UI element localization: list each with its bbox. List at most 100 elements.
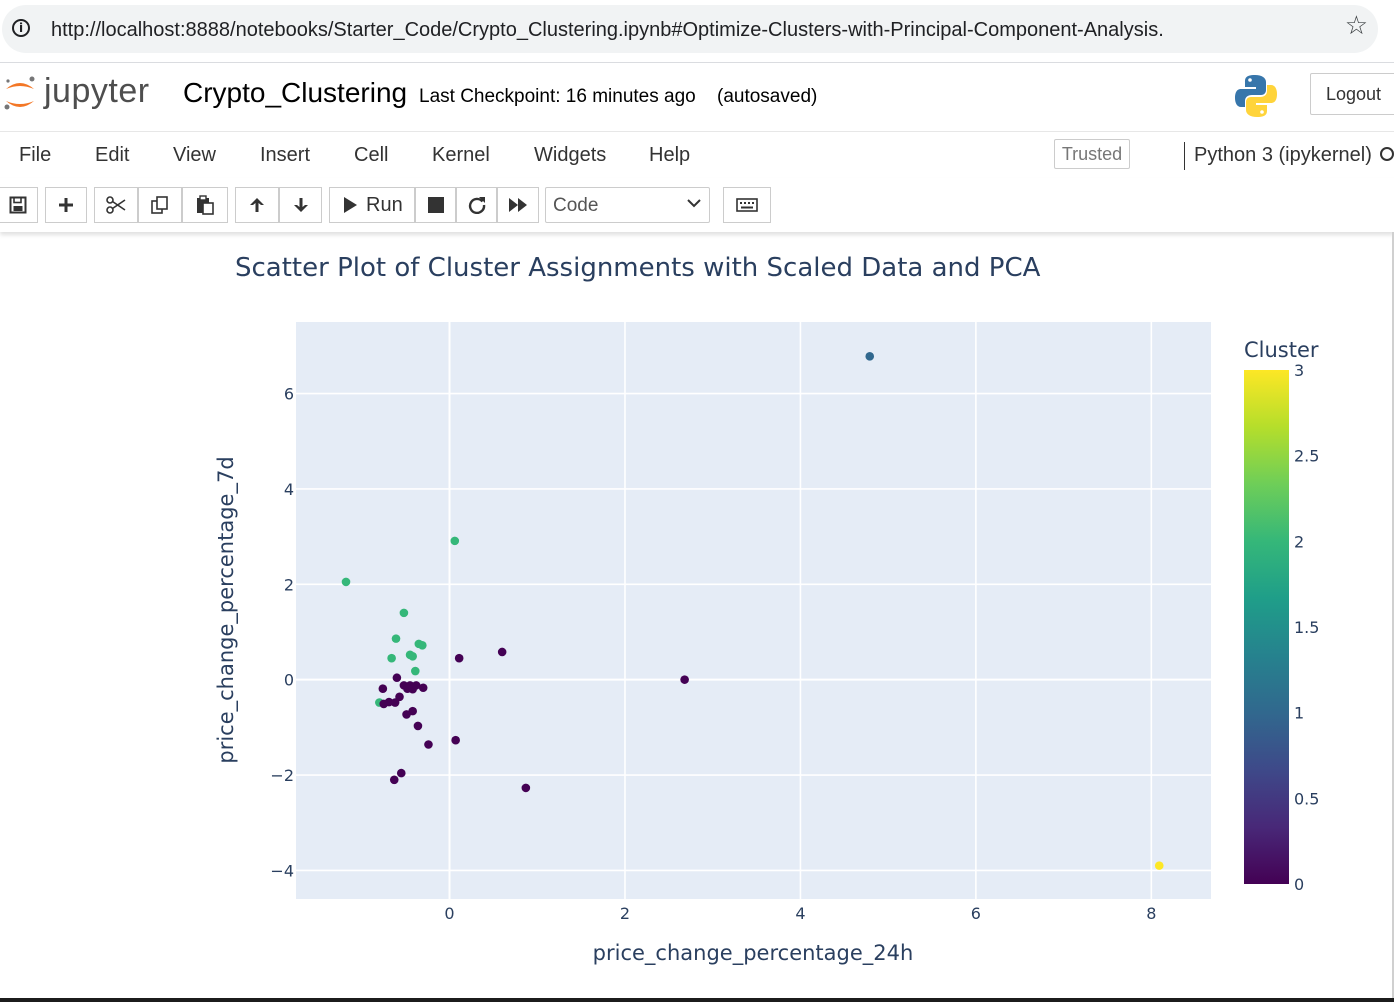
trusted-indicator[interactable]: Trusted: [1054, 139, 1130, 169]
x-tick-label: 4: [795, 904, 805, 923]
data-point[interactable]: [387, 653, 396, 663]
data-point[interactable]: [399, 608, 409, 618]
run-label: Run: [366, 193, 403, 216]
bookmark-star-icon[interactable]: ☆: [1344, 10, 1368, 40]
colorbar-tick-label: 1.5: [1294, 618, 1319, 637]
colorbar-title: Cluster: [1244, 338, 1319, 362]
paste-button[interactable]: [182, 187, 228, 223]
kernel-status-icon: [1380, 147, 1394, 161]
window-bottom-edge: [0, 998, 1394, 1002]
menu-widgets[interactable]: Widgets: [534, 144, 607, 166]
paste-icon: [197, 195, 214, 215]
fast-forward-icon: [509, 198, 527, 212]
copy-icon: [151, 196, 168, 214]
data-point[interactable]: [408, 684, 417, 694]
kernel-name[interactable]: Python 3 (ipykernel): [1194, 144, 1372, 166]
restart-icon: [468, 197, 485, 214]
restart-run-all-button[interactable]: [497, 187, 539, 223]
chevron-down-icon: [687, 199, 701, 208]
kernel-separator: [1184, 142, 1185, 170]
colorbar-tick-label: 0.5: [1294, 789, 1319, 808]
data-point[interactable]: [424, 740, 433, 749]
data-point[interactable]: [391, 634, 401, 643]
data-point[interactable]: [418, 683, 428, 693]
move-up-button[interactable]: [235, 187, 279, 223]
jupyter-logo-icon[interactable]: [2, 73, 38, 115]
data-point[interactable]: [378, 684, 388, 694]
menu-kernel[interactable]: Kernel: [432, 144, 490, 166]
logout-button[interactable]: Logout: [1310, 73, 1394, 115]
colorbar-tick-label: 2: [1294, 532, 1304, 551]
data-point[interactable]: [411, 666, 420, 676]
grid-lines: [296, 322, 1211, 899]
menu-edit[interactable]: Edit: [95, 144, 130, 166]
save-icon: [9, 196, 27, 214]
cell-type-value: Code: [553, 195, 599, 216]
restart-button[interactable]: [456, 187, 497, 223]
colorbar-tick-label: 0: [1294, 875, 1304, 894]
data-point[interactable]: [413, 721, 423, 731]
y-tick-label: 4: [284, 480, 294, 499]
command-palette-button[interactable]: [723, 187, 771, 223]
menu-view[interactable]: View: [173, 144, 216, 166]
data-point[interactable]: [497, 647, 507, 657]
arrow-up-icon: [250, 198, 264, 212]
data-point[interactable]: [450, 536, 460, 546]
x-tick-label: 6: [971, 904, 981, 923]
menu-help[interactable]: Help: [649, 144, 691, 166]
play-icon: [344, 197, 357, 213]
y-axis-label: price_change_percentage_7d: [214, 456, 239, 763]
cut-button[interactable]: [94, 187, 138, 223]
y-tick-label: 2: [284, 575, 294, 594]
data-point[interactable]: [865, 352, 875, 361]
data-point[interactable]: [390, 698, 400, 707]
interrupt-button[interactable]: [415, 187, 456, 223]
data-point[interactable]: [396, 768, 406, 778]
checkpoint-status: Last Checkpoint: 16 minutes ago: [419, 86, 696, 107]
jupyter-wordmark[interactable]: jupyter: [44, 72, 150, 110]
data-point[interactable]: [402, 710, 411, 719]
data-point[interactable]: [379, 699, 389, 709]
data-point[interactable]: [521, 783, 531, 793]
insert-cell-button[interactable]: [45, 187, 87, 223]
cell-output-plot: Scatter Plot of Cluster Assignments with…: [0, 232, 1394, 998]
colorbar-tick-label: 3: [1294, 361, 1304, 380]
data-point[interactable]: [418, 641, 427, 650]
x-tick-label: 2: [620, 904, 630, 923]
copy-button[interactable]: [138, 187, 182, 223]
data-point[interactable]: [341, 577, 351, 587]
stop-icon: [427, 197, 444, 213]
x-axis-label: price_change_percentage_24h: [593, 941, 914, 966]
arrow-down-icon: [293, 198, 308, 212]
data-point[interactable]: [408, 651, 417, 661]
data-point[interactable]: [451, 735, 460, 745]
menu-insert[interactable]: Insert: [260, 144, 311, 166]
plot-area[interactable]: [296, 322, 1211, 899]
browser-address-bar: i http://localhost:8888/notebooks/Starte…: [0, 0, 1394, 63]
data-point[interactable]: [454, 653, 464, 663]
notebook-name[interactable]: Crypto_Clustering: [183, 77, 408, 108]
save-button[interactable]: [0, 187, 38, 223]
keyboard-icon: [736, 198, 758, 212]
url-field[interactable]: i http://localhost:8888/notebooks/Starte…: [2, 5, 1378, 53]
run-button[interactable]: Run: [329, 187, 415, 223]
url-text[interactable]: http://localhost:8888/notebooks/Starter_…: [51, 19, 1164, 41]
menu-bar: File Edit View Insert Cell Kernel Widget…: [0, 132, 1394, 179]
data-point[interactable]: [1154, 861, 1164, 870]
y-tick-label: 6: [284, 385, 294, 404]
python-logo-icon: [1235, 75, 1277, 117]
menu-file[interactable]: File: [19, 144, 52, 166]
x-tick-label: 0: [444, 904, 454, 923]
cell-type-select[interactable]: Code: [545, 187, 710, 223]
plus-icon: [59, 198, 73, 212]
scrollbar-edge: [1392, 232, 1394, 998]
data-point[interactable]: [389, 775, 399, 785]
colorbar[interactable]: [1244, 370, 1289, 884]
move-down-button[interactable]: [279, 187, 322, 223]
menu-cell[interactable]: Cell: [354, 144, 389, 166]
data-point[interactable]: [392, 673, 402, 683]
y-tick-label: −4: [270, 861, 294, 880]
scatter-chart[interactable]: Scatter Plot of Cluster Assignments with…: [0, 232, 1394, 998]
site-info-icon[interactable]: i: [12, 19, 30, 37]
data-point[interactable]: [680, 675, 689, 684]
